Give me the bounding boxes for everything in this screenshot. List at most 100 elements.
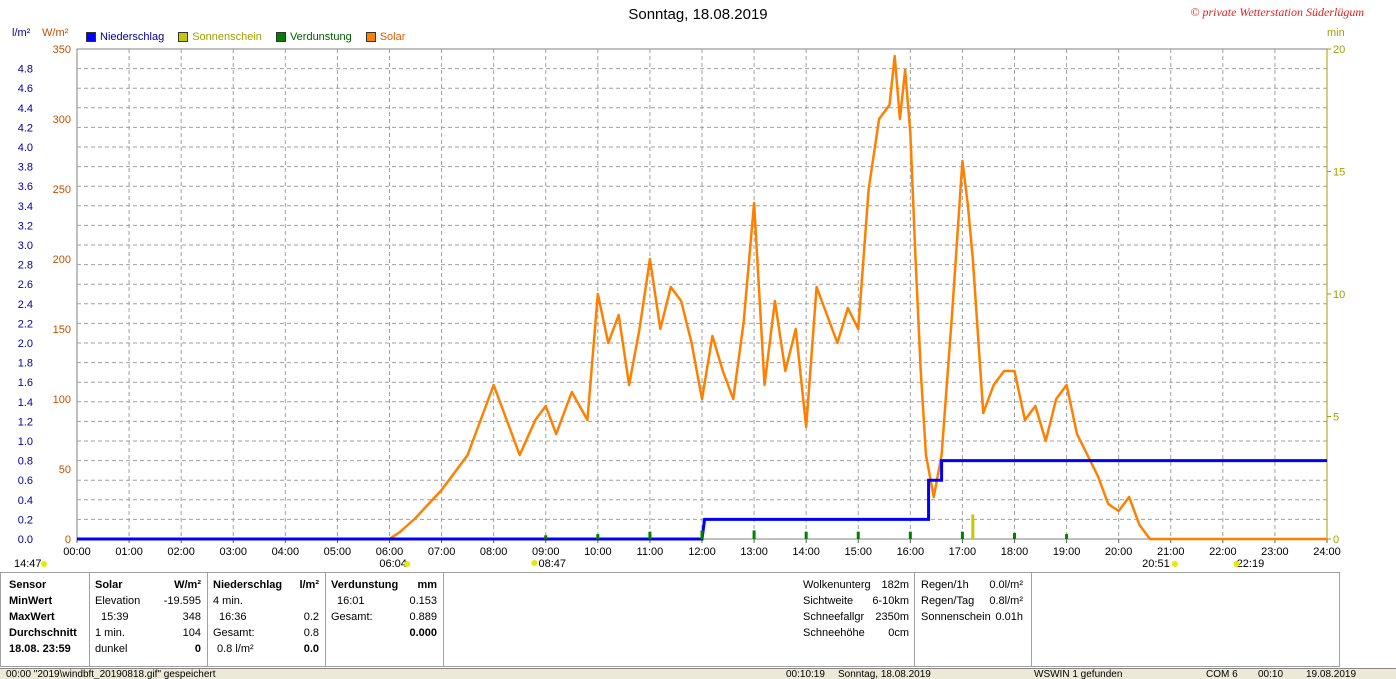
min-axis-label: 10 [1333, 289, 1345, 301]
rain-axis-label: 2.2 [18, 318, 33, 330]
x-tick-label: 24:00 [1313, 546, 1341, 558]
stat-label-date: 18.08. 23:59 [9, 643, 71, 655]
rain-axis-label: 4.0 [18, 142, 33, 154]
weather-value: 2350m [875, 611, 909, 623]
x-tick-label: 01:00 [115, 546, 143, 558]
sun-marker-icon [1171, 561, 1178, 567]
series-verdunstung-bar [596, 534, 600, 539]
stat-labels: Sensor MinWert MaxWert Durchschnitt 18.0… [9, 577, 77, 657]
solar-stats: Solar W/m² Elevation -19.595 15:39 348 1 mi… [95, 577, 201, 657]
divider [325, 573, 326, 666]
solar-axis-label: 250 [53, 184, 71, 196]
stat-label-min: MinWert [9, 595, 53, 607]
x-tick-label: 09:00 [532, 546, 560, 558]
evap-value: 0.889 [409, 611, 437, 623]
sun-marker-icon [404, 561, 411, 567]
legend-item-solar: Solar [365, 31, 406, 43]
x-tick-label: 19:00 [1053, 546, 1081, 558]
weather-info: Wolkenunterg 182m Sichtweite 6-10km Schnee… [803, 577, 909, 641]
weather-value: 0cm [888, 627, 909, 639]
status-bar: 00:00 "2019\windbft_20190818.gif" gespei… [0, 668, 1396, 679]
status-time2: 00:10 [1258, 669, 1284, 679]
rain-cell: 16:36 [219, 611, 247, 623]
min-axis-label: 5 [1333, 412, 1339, 424]
rain-axis-label: 2.4 [18, 299, 33, 311]
rain-axis-label: 1.6 [18, 377, 33, 389]
x-tick-label: 12:00 [688, 546, 716, 558]
stat-label-sensor: Sensor [9, 579, 47, 591]
status-message: 00:00 "2019\windbft_20190818.gif" gespei… [6, 669, 216, 679]
weather-label: Wolkenunterg [803, 579, 871, 591]
sun-marker-label: 08:47 [539, 558, 567, 570]
rain-axis-label: 3.8 [18, 162, 33, 174]
status-date2: 19.08.2019 [1306, 669, 1357, 679]
rain-axis-label: 0.2 [18, 514, 33, 526]
status-time: 00:10:19 [786, 669, 825, 679]
evap-value: 0.153 [409, 595, 437, 607]
solar-header: Solar [95, 579, 123, 591]
daily-value: 0.0l/m² [989, 579, 1023, 591]
legend-swatch [86, 32, 96, 42]
weather-label: Schneehöhe [803, 627, 865, 639]
weather-label: Schneefallgr [803, 611, 865, 623]
rain-value: 0.0 [303, 643, 319, 655]
rain-axis-label: 3.2 [18, 220, 33, 232]
rain-axis-label: 0.8 [18, 456, 33, 468]
rain-axis-label: 1.8 [18, 358, 33, 370]
minutes-unit-label: min [1327, 27, 1345, 39]
legend-label: Solar [379, 31, 406, 43]
solar-value: 348 [182, 611, 201, 623]
legend-swatch [275, 32, 286, 42]
solar-value: -19.595 [163, 595, 201, 607]
series-verdunstung-bar [804, 531, 808, 539]
status-com: COM 6 [1206, 669, 1238, 679]
daily-info: Regen/1h 0.0l/m² Regen/Tag 0.8l/m² Sonnens… [921, 577, 1023, 625]
x-tick-label: 07:00 [428, 546, 456, 558]
rain-axis-label: 2.6 [18, 279, 33, 291]
solar-cell: dunkel [95, 643, 128, 655]
rain-value: 0.2 [303, 611, 319, 623]
legend-item-sonnenschein: Sonnenschein [178, 31, 262, 43]
x-tick-label: 23:00 [1261, 546, 1289, 558]
weather-value: 182m [881, 579, 909, 591]
weather-label: Sichtweite [803, 595, 854, 607]
min-axis-label: 20 [1333, 44, 1345, 56]
rain-axis-label: 3.0 [18, 240, 33, 252]
solar-unit-label: W/m² [42, 27, 69, 39]
divider [1031, 573, 1032, 666]
solar-axis-label: 0 [65, 534, 71, 546]
x-tick-label: 13:00 [740, 546, 768, 558]
daily-label: Regen/Tag [921, 595, 975, 607]
solar-axis-label: 100 [53, 394, 71, 406]
rain-axis-label: 1.4 [18, 397, 33, 409]
daily-value: 0.8l/m² [989, 595, 1023, 607]
x-tick-label: 22:00 [1209, 546, 1237, 558]
series-verdunstung-bar [752, 530, 756, 539]
series-sonnenschein-bar [971, 514, 975, 539]
solar-cell: 1 min. [95, 627, 125, 639]
series-verdunstung-bar [856, 531, 860, 539]
copyright-label: © private Wetterstation Süderlügum [1190, 5, 1364, 19]
series-verdunstung-bar [908, 531, 912, 539]
solar-axis-label: 350 [53, 44, 71, 56]
rain-axis-label: 4.6 [18, 83, 33, 95]
rain-axis-label: 3.6 [18, 181, 33, 193]
status-wswin: WSWIN 1 gefunden [1034, 669, 1123, 679]
series-solar-line [77, 54, 1327, 541]
divider [89, 573, 90, 666]
evap-value: 0.000 [409, 627, 437, 639]
series-verdunstung-bar [648, 531, 652, 539]
series-verdunstung-bar [1013, 532, 1016, 539]
x-tick-label: 02:00 [167, 546, 195, 558]
sun-marker-label: 14:47 [14, 558, 42, 570]
solar-axis-label: 300 [53, 114, 71, 126]
x-tick-label: 06:00 [376, 546, 404, 558]
min-axis-label: 15 [1333, 167, 1345, 179]
rain-value: 0.8 [303, 627, 319, 639]
sun-marker-label: 22:19 [1237, 558, 1265, 570]
x-tick-label: 18:00 [1001, 546, 1029, 558]
rain-cell: 4 min. [213, 595, 243, 607]
sun-marker-icon [531, 560, 538, 566]
solar-axis-label: 50 [59, 464, 71, 476]
rain-cell: 0.8 l/m² [217, 643, 254, 655]
